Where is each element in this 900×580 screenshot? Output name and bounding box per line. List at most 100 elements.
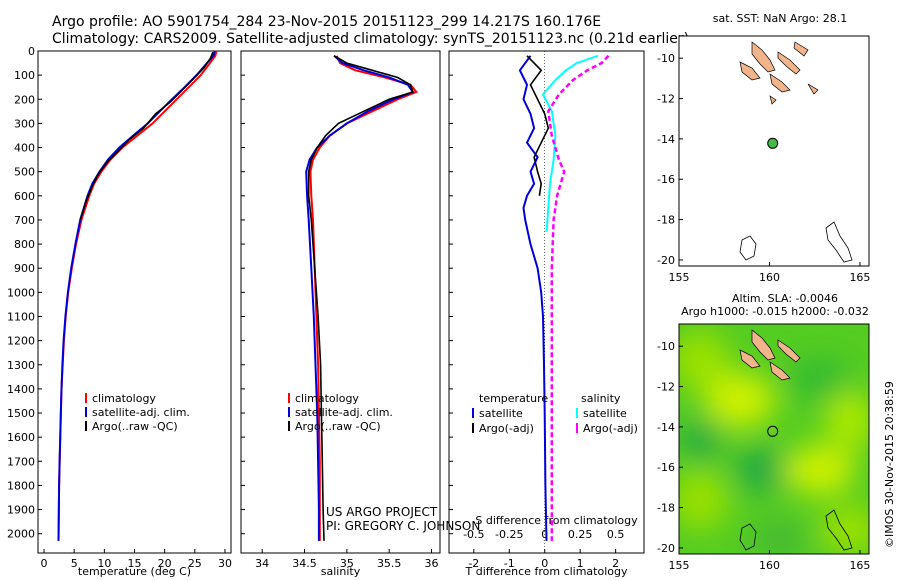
map-y-tick-label: -18 [657,502,675,515]
sla-map-frame [678,323,870,555]
y-tick-label: 2000 [7,528,35,541]
map-y-tick-label: -20 [657,542,675,555]
y-tick-label: 1400 [7,383,35,396]
y-tick-label: 300 [14,117,35,130]
top-tick-label: 0.25 [568,528,593,541]
legend-label: satellite [583,407,627,420]
map-y-tick-label: -12 [657,93,675,106]
legend-label: climatology [295,392,359,405]
map-x-tick-label: 155 [669,271,690,284]
map-x-tick-label: 160 [759,271,780,284]
x-tick-label: 35.5 [377,557,402,570]
top-tick-label: -0.5 [463,528,484,541]
y-tick-label: 100 [14,69,35,82]
x-tick-label: 34 [255,557,269,570]
x-tick-label: 10 [97,557,111,570]
map-x-tick-label: 165 [849,559,870,572]
legend-label: Argo(..raw -QC) [92,420,178,433]
x-tick-label: 2 [612,557,619,570]
sst-map-title: sat. SST: NaN Argo: 28.1 [713,12,847,25]
y-tick-label: 200 [14,93,35,106]
x-tick-label: 20 [158,557,172,570]
x-axis-label: salinity [321,565,361,578]
project-line2: PI: GREGORY C. JOHNSON [326,519,480,533]
map-y-tick-label: -14 [657,421,675,434]
y-tick-label: 400 [14,142,35,155]
legend-header: salinity [581,392,621,405]
sla-map: Altim. SLA: -0.0046 Argo h1000: -0.015 h… [657,292,870,572]
map-y-tick-label: -10 [657,340,675,353]
legend-header: temperature [479,392,548,405]
y-tick-label: 1000 [7,286,35,299]
y-tick-label: 1700 [7,455,35,468]
series-salinity-argo [546,54,610,541]
series-argo [79,51,214,221]
legend-label: satellite-adj. clim. [295,406,393,419]
map-y-tick-label: -12 [657,381,675,394]
x-tick-label: 15 [128,557,142,570]
series-salinity-satellite [541,54,599,233]
sla-map-title: Altim. SLA: -0.0046 [732,292,838,305]
legend-label: satellite-adj. clim. [92,406,190,419]
x-tick-label: 34.5 [292,557,317,570]
x-tick-label: 0 [41,557,48,570]
sst-map: sat. SST: NaN Argo: 28.1 155 160 165 -10 -12… [657,12,870,284]
project-line1: US ARGO PROJECT [326,505,438,519]
series-argo [307,55,414,541]
legend-label: climatology [92,392,156,405]
map-x-tick-label: 155 [669,559,690,572]
map-y-tick-label: -18 [657,214,675,227]
sst-map-frame [678,35,870,267]
legend-label: Argo(-adj) [583,422,638,435]
top-tick-label: -0.25 [495,528,523,541]
x-axis-label: temperature (deg C) [78,565,191,578]
difference-panel: -2 -1 0 1 2T difference from climatology -0.5… [448,50,645,578]
series-temperature-argo [526,55,550,196]
argo-float-marker-sla [767,425,779,437]
x-tick-label: -1 [504,557,515,570]
y-tick-label: 1200 [7,335,35,348]
sla-map-subtitle: Argo h1000: -0.015 h2000: -0.032 [681,305,869,318]
plot-frame [240,50,441,554]
x-axis-label: T difference from climatology [465,565,628,578]
map-y-tick-label: -20 [657,254,675,267]
x-tick-label: 35 [340,557,354,570]
y-tick-label: 500 [14,166,35,179]
map-y-tick-label: -16 [657,461,675,474]
temperature-panel: 0 5 10 15 20 25 30 temperature (deg C) 0 100 200 30… [7,45,232,578]
map-x-tick-label: 165 [849,271,870,284]
map-y-tick-label: -16 [657,173,675,186]
legend-label: Argo(..raw -QC) [295,420,381,433]
y-tick-label: 600 [14,190,35,203]
argo-float-marker [767,137,779,149]
x-tick-label: 30 [218,557,232,570]
x-tick-label: 25 [188,557,202,570]
top-axis-label: S difference from climatology [475,514,638,527]
sla-heatmap [679,324,869,554]
y-tick-label: 1900 [7,504,35,517]
series-temperature-satellite [518,55,548,541]
legend-label: Argo(-adj) [479,422,534,435]
imos-credit: ©IMOS 30-Nov-2015 20:38:59 [883,381,896,548]
y-tick-label: 800 [14,238,35,251]
y-tick-label: 900 [14,262,35,275]
top-tick-label: 0.5 [607,528,625,541]
legend-label: satellite [479,407,523,420]
salinity-panel: 34 34.5 35 35.5 36 salinity climatologysatelli… [240,50,441,578]
x-tick-label: 0 [541,557,548,570]
y-tick-label: 1600 [7,431,35,444]
map-x-tick-label: 160 [759,559,780,572]
figure-title-line1: Argo profile: AO 5901754_284 23-Nov-2015… [52,14,601,30]
map-y-tick-label: -14 [657,133,675,146]
figure-title-line2: Climatology: CARS2009. Satellite-adjuste… [52,31,689,47]
sst-land [739,41,853,263]
map-y-tick-label: -10 [657,52,675,65]
x-tick-label: 1 [577,557,584,570]
y-tick-label: 1500 [7,407,35,420]
y-tick-label: 0 [28,45,35,58]
y-tick-label: 1300 [7,359,35,372]
x-tick-label: 5 [71,557,78,570]
x-tick-label: -2 [468,557,479,570]
y-tick-label: 1100 [7,310,35,323]
